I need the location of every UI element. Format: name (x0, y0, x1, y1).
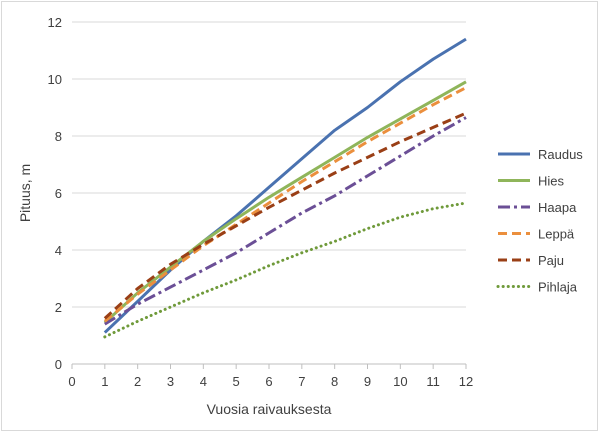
series-lines (103, 37, 468, 339)
x-tick-label: 7 (298, 374, 305, 389)
x-tick-label: 2 (134, 374, 141, 389)
gridlines (72, 21, 466, 308)
legend-label: Paju (538, 253, 564, 268)
y-tick-label: 8 (55, 129, 62, 144)
y-tick-label: 6 (55, 186, 62, 201)
x-tick-label: 9 (364, 374, 371, 389)
x-tick-label: 3 (167, 374, 174, 389)
series-line-paju (103, 111, 467, 320)
series-line-leppä (103, 86, 467, 323)
x-axis-title: Vuosia raivauksesta (207, 401, 332, 417)
y-axis-title: Pituus, m (17, 164, 33, 222)
y-tick-label: 0 (55, 357, 62, 372)
x-tick-label: 6 (265, 374, 272, 389)
legend-label: Pihlaja (538, 280, 578, 295)
axes (71, 363, 467, 369)
legend-label: Haapa (538, 200, 577, 215)
series-line-haapa (104, 116, 467, 326)
legend-item-paju: Paju (498, 253, 564, 268)
legend-item-hies: Hies (498, 174, 565, 189)
legend-label: Raudus (538, 147, 583, 162)
x-tick-label: 8 (331, 374, 338, 389)
legend-item-leppä: Leppä (498, 227, 575, 242)
legend-item-raudus: Raudus (498, 147, 583, 162)
x-tick-label: 11 (426, 374, 440, 389)
series-line-hies (103, 80, 467, 324)
y-tick-label: 4 (55, 243, 62, 258)
legend: Raudus Hies Haapa Leppä Paju Pihlaja (496, 147, 583, 295)
legend-label: Hies (538, 174, 565, 189)
legend-label: Leppä (538, 227, 575, 242)
x-tick-label: 1 (101, 374, 108, 389)
chart-frame: 0 2 4 6 8 10 12 0 1 2 3 4 5 6 7 8 9 10 11 12 Vuosia raivauk… (1, 1, 598, 431)
legend-item-pihlaja: Pihlaja (496, 280, 578, 295)
series-line-pihlaja (103, 201, 468, 339)
y-tick-label: 10 (48, 72, 62, 87)
x-tick-label: 12 (459, 374, 473, 389)
x-tick-label: 10 (393, 374, 407, 389)
y-tick-label: 2 (55, 300, 62, 315)
x-tick-label: 4 (200, 374, 207, 389)
x-tick-label: 5 (233, 374, 240, 389)
legend-item-haapa: Haapa (498, 200, 577, 215)
y-tick-label: 12 (48, 15, 62, 30)
x-tick-label: 0 (68, 374, 75, 389)
